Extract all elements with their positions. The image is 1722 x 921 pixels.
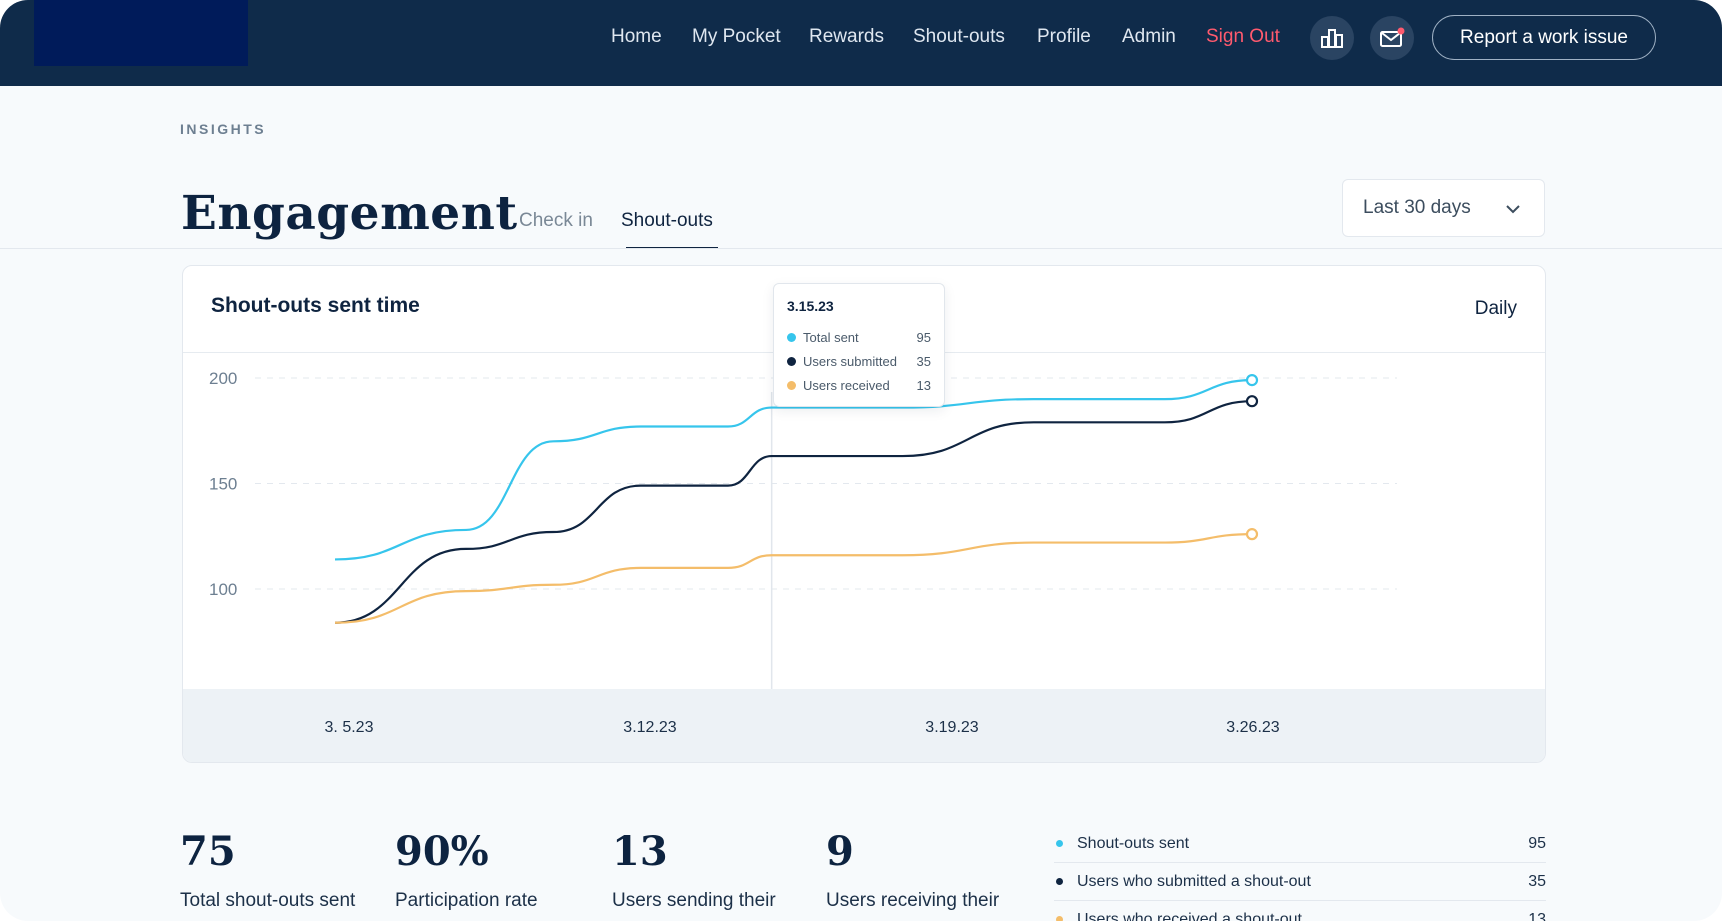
insights-button[interactable] [1310, 16, 1354, 60]
summary-row-received: Users who received a shout-out 13 [1054, 901, 1546, 921]
series-end-point [1245, 528, 1259, 541]
nav-home[interactable]: Home [611, 26, 662, 47]
chart-title: Shout-outs sent time [211, 294, 420, 317]
logo[interactable] [34, 0, 248, 66]
series-line [334, 400, 1253, 624]
shout-out-summary-list: Shout-outs sent 95 Users who submitted a… [1054, 825, 1546, 921]
nav-admin[interactable]: Admin [1122, 26, 1176, 47]
tooltip-value: 35 [916, 353, 931, 369]
x-tick-label: 3.26.23 [1226, 719, 1279, 736]
nav-sign-out[interactable]: Sign Out [1206, 26, 1280, 47]
tab-shout-outs[interactable]: Shout-outs [621, 210, 713, 231]
chart-x-axis-band [183, 689, 1545, 762]
nav-rewards[interactable]: Rewards [809, 26, 884, 47]
tooltip-dot [787, 380, 796, 390]
report-work-issue-button[interactable]: Report a work issue [1432, 15, 1656, 60]
stat-participation-value: 90% [395, 828, 489, 875]
summary-count: 35 [1528, 872, 1546, 890]
stat-first-receivers-value: 9 [826, 828, 854, 875]
chart-period[interactable]: Daily [1474, 298, 1517, 319]
nav-profile[interactable]: Profile [1037, 26, 1091, 47]
top-navigation: Home My Pocket Rewards Shout-outs Profil… [0, 0, 1722, 86]
bar-chart-icon [1321, 29, 1343, 48]
date-range-value: Last 30 days [1363, 197, 1471, 218]
y-tick-label: 100 [209, 580, 237, 599]
y-tick-label: 200 [209, 369, 237, 388]
stat-first-senders-label: Users sending their first shout-out [612, 890, 776, 921]
summary-row-sent: Shout-outs sent 95 [1054, 825, 1546, 863]
summary-label: Shout-outs sent [1077, 834, 1190, 852]
legend-dot [1056, 878, 1063, 885]
stat-total-sent-value: 75 [180, 828, 236, 875]
line-chart: 100 150 200 3. 5.23 3.12.23 3.19.23 3.26.23 [209, 369, 1397, 736]
tooltip-row-users-submitted: Users submitted 35 [787, 349, 931, 373]
chart-tooltip: 3.15.23 Total sent 95 Users submitted 35… [773, 283, 945, 407]
legend-dot [1056, 916, 1063, 921]
chevron-down-icon [1506, 205, 1520, 214]
x-tick-label: 3. 5.23 [325, 719, 374, 736]
section-eyebrow: INSIGHTS [180, 121, 267, 137]
series-line [334, 379, 1253, 561]
stat-first-senders-value: 13 [612, 828, 668, 875]
x-tick-label: 3.19.23 [925, 719, 978, 736]
tab-check-in[interactable]: Check in [519, 210, 593, 231]
legend-dot [1056, 840, 1063, 847]
tooltip-value: 13 [916, 377, 931, 393]
series-end-point [1245, 395, 1259, 408]
summary-label: Users who submitted a shout-out [1077, 872, 1311, 890]
stat-participation-label: Participation rate [395, 890, 538, 911]
y-tick-label: 150 [209, 475, 237, 494]
series-end-point [1245, 374, 1259, 387]
nav-my-pocket[interactable]: My Pocket [692, 26, 781, 47]
mail-icon [1380, 27, 1405, 47]
nav-shout-outs[interactable]: Shout-outs [913, 26, 1005, 47]
tooltip-date: 3.15.23 [787, 298, 834, 314]
tooltip-row-total-sent: Total sent 95 [787, 325, 931, 349]
header-divider [0, 248, 1722, 249]
tooltip-dot [787, 332, 796, 342]
tooltip-label: Users submitted [803, 353, 897, 369]
summary-row-submitted: Users who submitted a shout-out 35 [1054, 863, 1546, 901]
x-tick-label: 3.12.23 [623, 719, 676, 736]
page-title: Engagement [181, 186, 518, 241]
tooltip-value: 95 [916, 329, 931, 345]
stat-first-receivers-label: Users receiving their first shout-out [826, 890, 1000, 921]
tooltip-dot [787, 356, 796, 366]
tooltip-row-users-received: Users received 13 [787, 373, 931, 397]
stat-total-sent-label: Total shout-outs sent [180, 890, 356, 911]
date-range-select[interactable]: Last 30 days [1342, 179, 1545, 237]
summary-label: Users who received a shout-out [1077, 910, 1302, 921]
messages-button[interactable] [1370, 16, 1414, 60]
series-line [334, 533, 1253, 624]
summary-count: 13 [1528, 910, 1546, 921]
chart-card: Shout-outs sent time Daily 100 150 200 3. 5… [182, 265, 1546, 763]
summary-count: 95 [1528, 834, 1546, 852]
tooltip-label: Total sent [803, 329, 859, 345]
tooltip-label: Users received [803, 377, 890, 393]
